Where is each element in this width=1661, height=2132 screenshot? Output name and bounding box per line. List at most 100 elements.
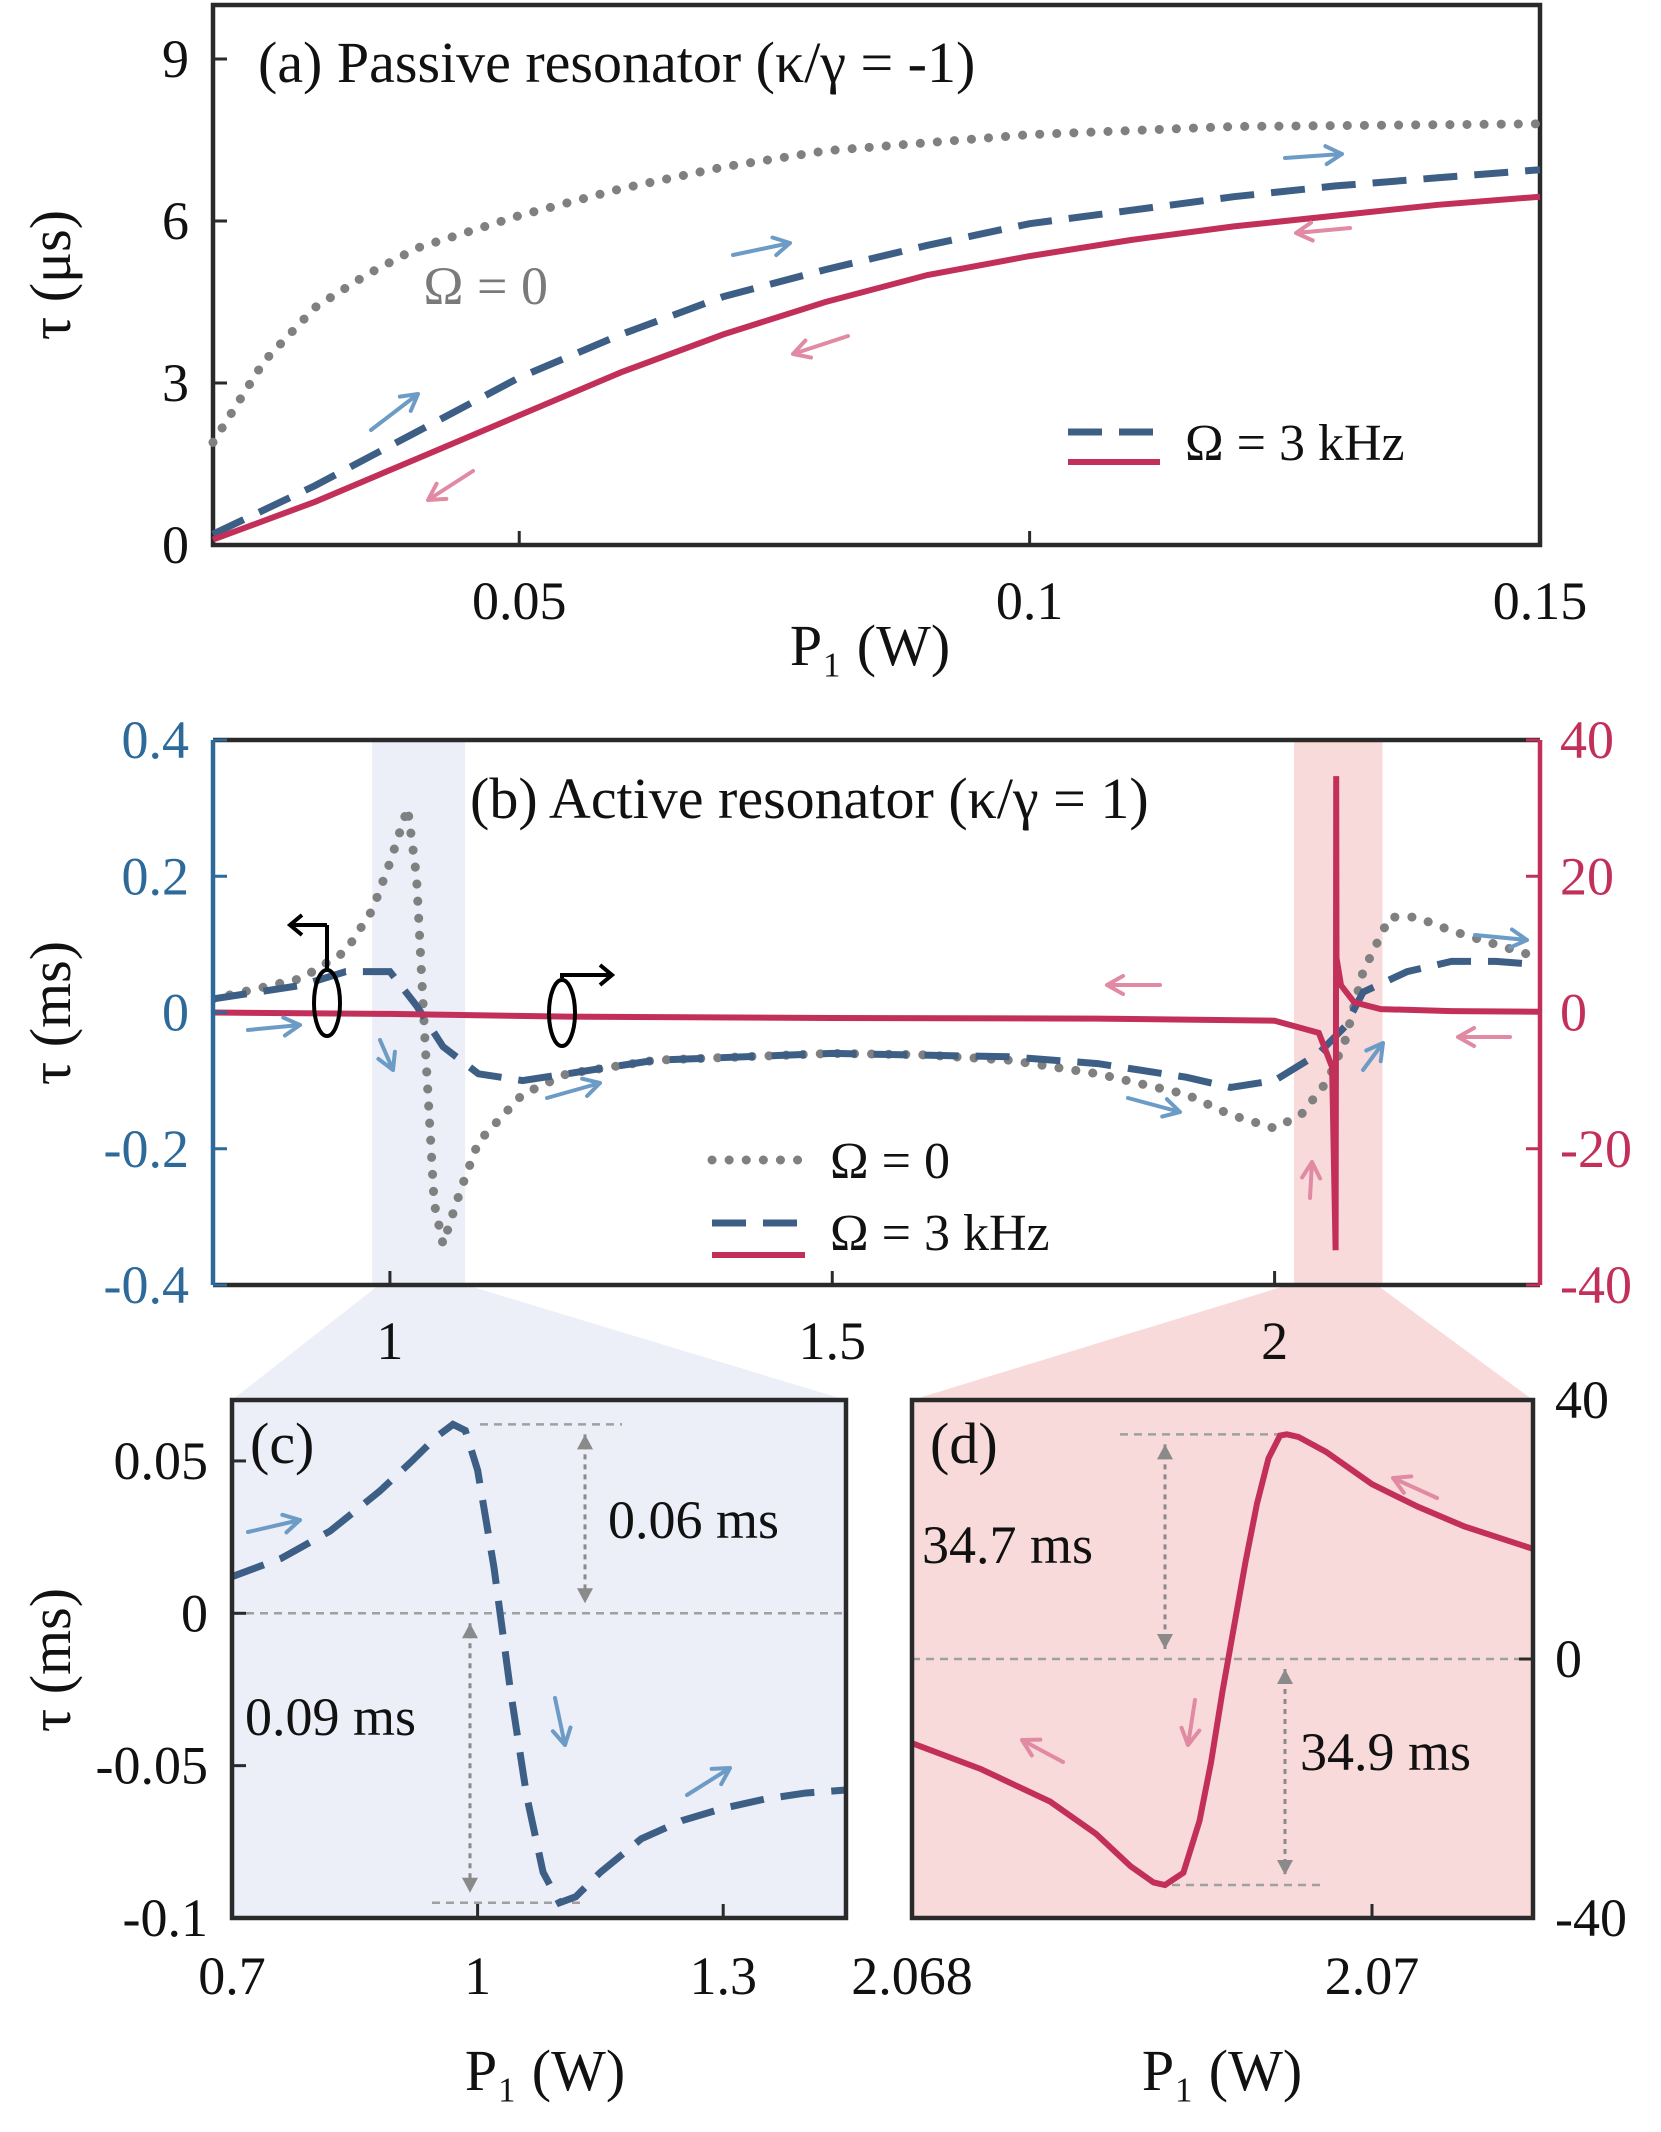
ylabel-c: τ (ms) (18, 1588, 83, 1732)
xtick-label-a: 0.1 (996, 571, 1064, 631)
annotation-omega-zero: Ω = 0 (423, 256, 548, 316)
annotation-d-bottom: 34.9 ms (1300, 1722, 1471, 1782)
measure-arrow-d-bottom-head-top (1277, 1669, 1293, 1684)
ytick-label-left-b: 0.2 (122, 846, 190, 906)
arrow-d (1179, 1698, 1202, 1747)
ytick-label-a: 3 (162, 353, 189, 413)
arrow-down-a (426, 469, 475, 502)
xtick-label-a: 0.05 (472, 571, 567, 631)
xtick-label-a: 0.15 (1493, 571, 1588, 631)
measure-arrow-c-top-head-top (577, 1434, 593, 1450)
ytick-label-left-b: 0 (162, 983, 189, 1043)
arrow-up-b (1300, 1160, 1323, 1200)
ytick-label-right-b: -40 (1560, 1255, 1632, 1315)
xtick-label-c: 0.7 (198, 1946, 266, 2006)
arrow-c (246, 1512, 302, 1535)
plot-bg-c (232, 1400, 846, 1918)
arrow-up-a (369, 392, 420, 432)
xtick-label-b: 2 (1261, 1311, 1288, 1371)
annotation-c-bottom: 0.09 ms (245, 1687, 416, 1747)
series-b-solid (213, 776, 1540, 1251)
ytick-label-c: -0.1 (123, 1888, 208, 1948)
ytick-label-left-b: -0.2 (104, 1119, 189, 1179)
plot-area-a (210, 2, 1543, 548)
panel-b: 1 1.5 2 -0.4 -0.2 0 0.2 0.4 -40 -20 0 20 40 (b) Activ… (18, 710, 1632, 1371)
zoom-connector-c (232, 1285, 846, 1400)
title-a: (a) Passive resonator (κ/γ = -1) (258, 30, 975, 95)
ytick-label-right-b: 20 (1560, 846, 1614, 906)
arrow-c (685, 1766, 732, 1797)
ytick-label-a: 6 (162, 191, 189, 251)
arrow-right-b (545, 1076, 602, 1100)
ylabel-b: τ (ms) (18, 941, 83, 1085)
right-axis-indicator-icon (560, 963, 616, 987)
arrow-d (1020, 1737, 1065, 1764)
arrow-right-b (376, 1038, 397, 1072)
zoom-connector-d (912, 1285, 1533, 1400)
arrow-d (1391, 1474, 1439, 1500)
arrow-right-b (1473, 927, 1529, 950)
series-a-solid (211, 193, 1541, 543)
measure-arrow-c-bottom-head-top (462, 1623, 478, 1639)
arrow-down-a (1294, 220, 1352, 243)
ytick-label-c: 0.05 (114, 1431, 209, 1491)
ytick-label-right-b: -20 (1560, 1119, 1632, 1179)
series-a-dashed (211, 166, 1541, 538)
ytick-label-d: 0 (1555, 1629, 1582, 1689)
series-b-dashed (213, 957, 1540, 1091)
xtick-label-b: 1 (376, 1311, 403, 1371)
xtick-label-c: 1 (464, 1946, 491, 2006)
panel-c: 0.7 1 1.3 -0.1 -0.05 0 0.05 (c) P₁ (W) τ (ms) 0.06… (18, 1397, 849, 2103)
frame-c (229, 1397, 849, 1921)
ytick-label-right-b: 40 (1560, 710, 1614, 770)
xlabel-d: P₁ (W) (1142, 2038, 1302, 2103)
ytick-label-c: 0 (181, 1583, 208, 1643)
xlabel-a: P₁ (W) (790, 613, 950, 678)
measure-arrow-d-top-head-bottom (1157, 1634, 1173, 1649)
panel-d: 2.068 2.07 -40 0 40 (d) P₁ (W) 34.7 ms 34.9 ms (851, 1370, 1627, 2103)
ytick-label-a: 9 (162, 29, 189, 89)
arrow-right-b (1361, 1041, 1385, 1072)
annotation-d-top: 34.7 ms (922, 1515, 1093, 1575)
arrow-up-a (731, 235, 792, 258)
annotation-c-top: 0.06 ms (608, 1490, 779, 1550)
ytick-label-left-b: -0.4 (104, 1255, 189, 1315)
title-d: (d) (930, 1411, 998, 1476)
right-axis-indicator-icon (547, 978, 577, 1048)
xtick-label-c: 1.3 (689, 1946, 757, 2006)
xtick-label-d: 2.07 (1325, 1946, 1420, 2006)
xlabel-c: P₁ (W) (465, 2038, 625, 2103)
title-c: (c) (250, 1411, 314, 1476)
left-axis-indicator-icon (286, 913, 327, 937)
ytick-label-left-b: 0.4 (122, 710, 190, 770)
series-c-dashed (230, 1420, 847, 1908)
ytick-label-a: 0 (162, 515, 189, 575)
arrow-left-b (1105, 974, 1162, 996)
measure-arrow-d-top-head-top (1157, 1444, 1173, 1460)
xtick-label-d: 2.068 (851, 1946, 973, 2006)
measure-arrow-d-bottom-head-bottom (1277, 1859, 1293, 1875)
series-d-solid (910, 1431, 1534, 1889)
arrow-up-a (1283, 144, 1344, 167)
ytick-label-d: -40 (1555, 1888, 1627, 1948)
title-b: (b) Active resonator (κ/γ = 1) (470, 766, 1149, 831)
arrow-down-a (791, 334, 850, 360)
legend-label-b: Ω = 0 (830, 1133, 950, 1190)
arrow-right-b (1126, 1096, 1182, 1119)
ytick-label-right-b: 0 (1560, 983, 1587, 1043)
ytick-label-d: 40 (1555, 1370, 1609, 1430)
zoom-connectors (232, 1285, 1533, 1400)
panel-a: 0.05 0.1 0.15 0 3 6 9 (a) Passive resonator (κ/… (18, 2, 1588, 678)
measure-arrow-c-bottom-head-bottom (462, 1877, 478, 1893)
ytick-label-c: -0.05 (96, 1736, 208, 1796)
ylabel-a: τ (μs) (18, 210, 83, 340)
arrow-left-b (1456, 1026, 1512, 1048)
legend-label-a: Ω = 3 kHz (1185, 415, 1405, 472)
series-a-dotted (208, 119, 1545, 447)
arrow-c (550, 1696, 573, 1747)
measure-arrow-c-top-head-bottom (577, 1588, 593, 1604)
legend-label-b: Ω = 3 kHz (830, 1205, 1050, 1262)
xtick-label-b: 1.5 (799, 1311, 867, 1371)
arrow-right-b (246, 1015, 302, 1038)
